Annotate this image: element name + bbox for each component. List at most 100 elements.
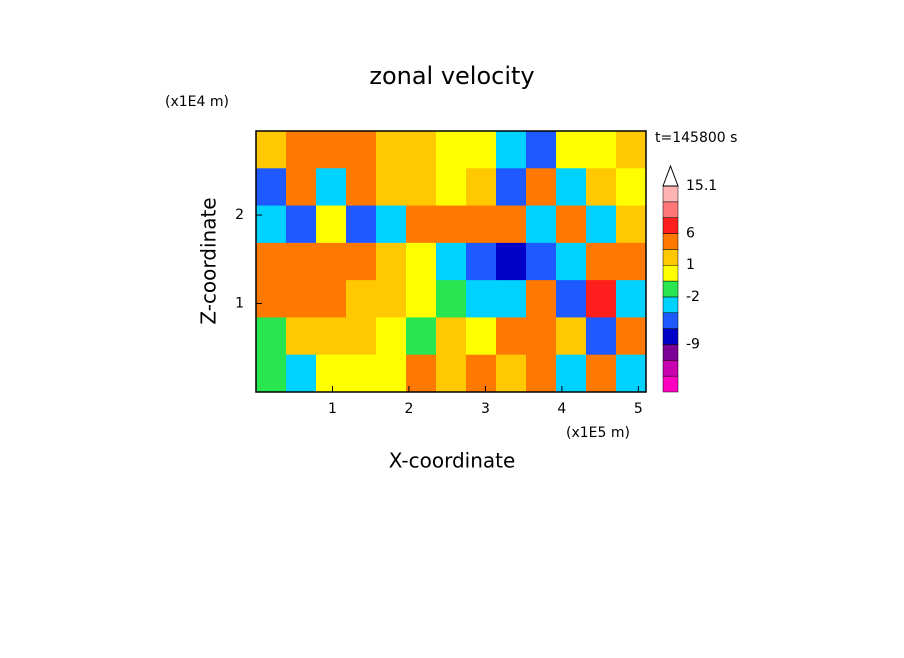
field-cell (496, 317, 527, 356)
field-cell (616, 280, 647, 318)
field-cell (616, 131, 647, 169)
field-cell (586, 168, 617, 207)
field-cell (586, 354, 617, 393)
field-cell (346, 168, 377, 207)
field-cell (466, 205, 497, 244)
field-cell (346, 317, 377, 356)
field-cell (256, 205, 287, 244)
field-cell (376, 242, 407, 281)
field-cell (256, 168, 287, 207)
colorbar-segment (662, 375, 679, 393)
chart-title: zonal velocity (369, 62, 534, 90)
field-cell (316, 205, 347, 244)
field-cell (436, 168, 467, 207)
field-cell (256, 131, 287, 169)
field-cell (556, 317, 587, 356)
field-cell (436, 280, 467, 318)
field-cell (406, 354, 437, 393)
field-cell (526, 168, 557, 207)
field-cell (376, 131, 407, 169)
field-cell (526, 354, 557, 393)
field-cell (496, 354, 527, 393)
field-cell (286, 317, 317, 356)
field-cell (256, 242, 287, 281)
field-cell (346, 354, 377, 393)
field-cell (286, 354, 317, 393)
colorbar-segment (662, 217, 679, 234)
field-cell (496, 205, 527, 244)
field-cell (376, 317, 407, 356)
field-cell (316, 168, 347, 207)
field-cell (526, 317, 557, 356)
field-cell (406, 205, 437, 244)
field-cell (466, 242, 497, 281)
field-cell (586, 317, 617, 356)
field-cell (376, 354, 407, 393)
field-cell (346, 205, 377, 244)
field-cell (406, 317, 437, 356)
colorbar-segment (662, 201, 679, 218)
y-axis-label: Z-coordinate (197, 197, 221, 324)
field-cell (466, 131, 497, 169)
colorbar-label: -2 (686, 289, 700, 305)
field-cell (316, 280, 347, 318)
colorbar-segment (662, 233, 679, 250)
field-cell (406, 131, 437, 169)
field-cell (346, 280, 377, 318)
field-cell (286, 205, 317, 244)
colorbar-label: -9 (686, 336, 700, 352)
field-cell (286, 280, 317, 318)
y-unit: (x1E4 m) (165, 94, 229, 110)
field-cell (256, 280, 287, 318)
field-cell (466, 168, 497, 207)
x-axis-label: X-coordinate (389, 449, 516, 473)
field-cell (526, 205, 557, 244)
colorbar-segment (662, 344, 679, 361)
field-cell (496, 280, 527, 318)
field-cell (346, 242, 377, 281)
colorbar-segment (662, 328, 679, 345)
field-cell (496, 168, 527, 207)
field-cell (496, 242, 527, 281)
x-unit: (x1E5 m) (566, 425, 630, 441)
field-cell (286, 131, 317, 169)
colorbar-extend (662, 164, 679, 187)
field-cell (466, 317, 497, 356)
field-cell (556, 131, 587, 169)
colorbar-segment (662, 360, 679, 377)
x-tick-label: 5 (634, 401, 643, 417)
field-cell (616, 354, 647, 393)
field-cell (286, 242, 317, 281)
time-annotation: t=145800 s (655, 130, 737, 146)
field-cell (256, 354, 287, 393)
x-tick-label: 4 (557, 401, 566, 417)
field-cell (556, 280, 587, 318)
field-cell (526, 280, 557, 318)
field-cell (406, 242, 437, 281)
field-cell (466, 280, 497, 318)
colorbar-segment (662, 280, 679, 298)
field-cell (586, 205, 617, 244)
field-cell (286, 168, 317, 207)
x-tick-label: 2 (404, 401, 413, 417)
colorbar-label: 15.1 (686, 178, 717, 194)
field-cell (586, 280, 617, 318)
y-tick-label: 2 (235, 207, 244, 223)
field-cell (556, 205, 587, 244)
field-cell (586, 242, 617, 281)
field-cell (526, 131, 557, 169)
field-cell (466, 354, 497, 393)
field-cell (586, 131, 617, 169)
field-cell (556, 168, 587, 207)
field-cell (436, 317, 467, 356)
field-cell (616, 168, 647, 207)
field-cell (436, 131, 467, 169)
field-cell (436, 242, 467, 281)
field-cell (436, 205, 467, 244)
field-cell (316, 242, 347, 281)
field-cell (616, 205, 647, 244)
field-cell (376, 168, 407, 207)
field-cell (406, 280, 437, 318)
colorbar-label: 6 (686, 226, 695, 242)
